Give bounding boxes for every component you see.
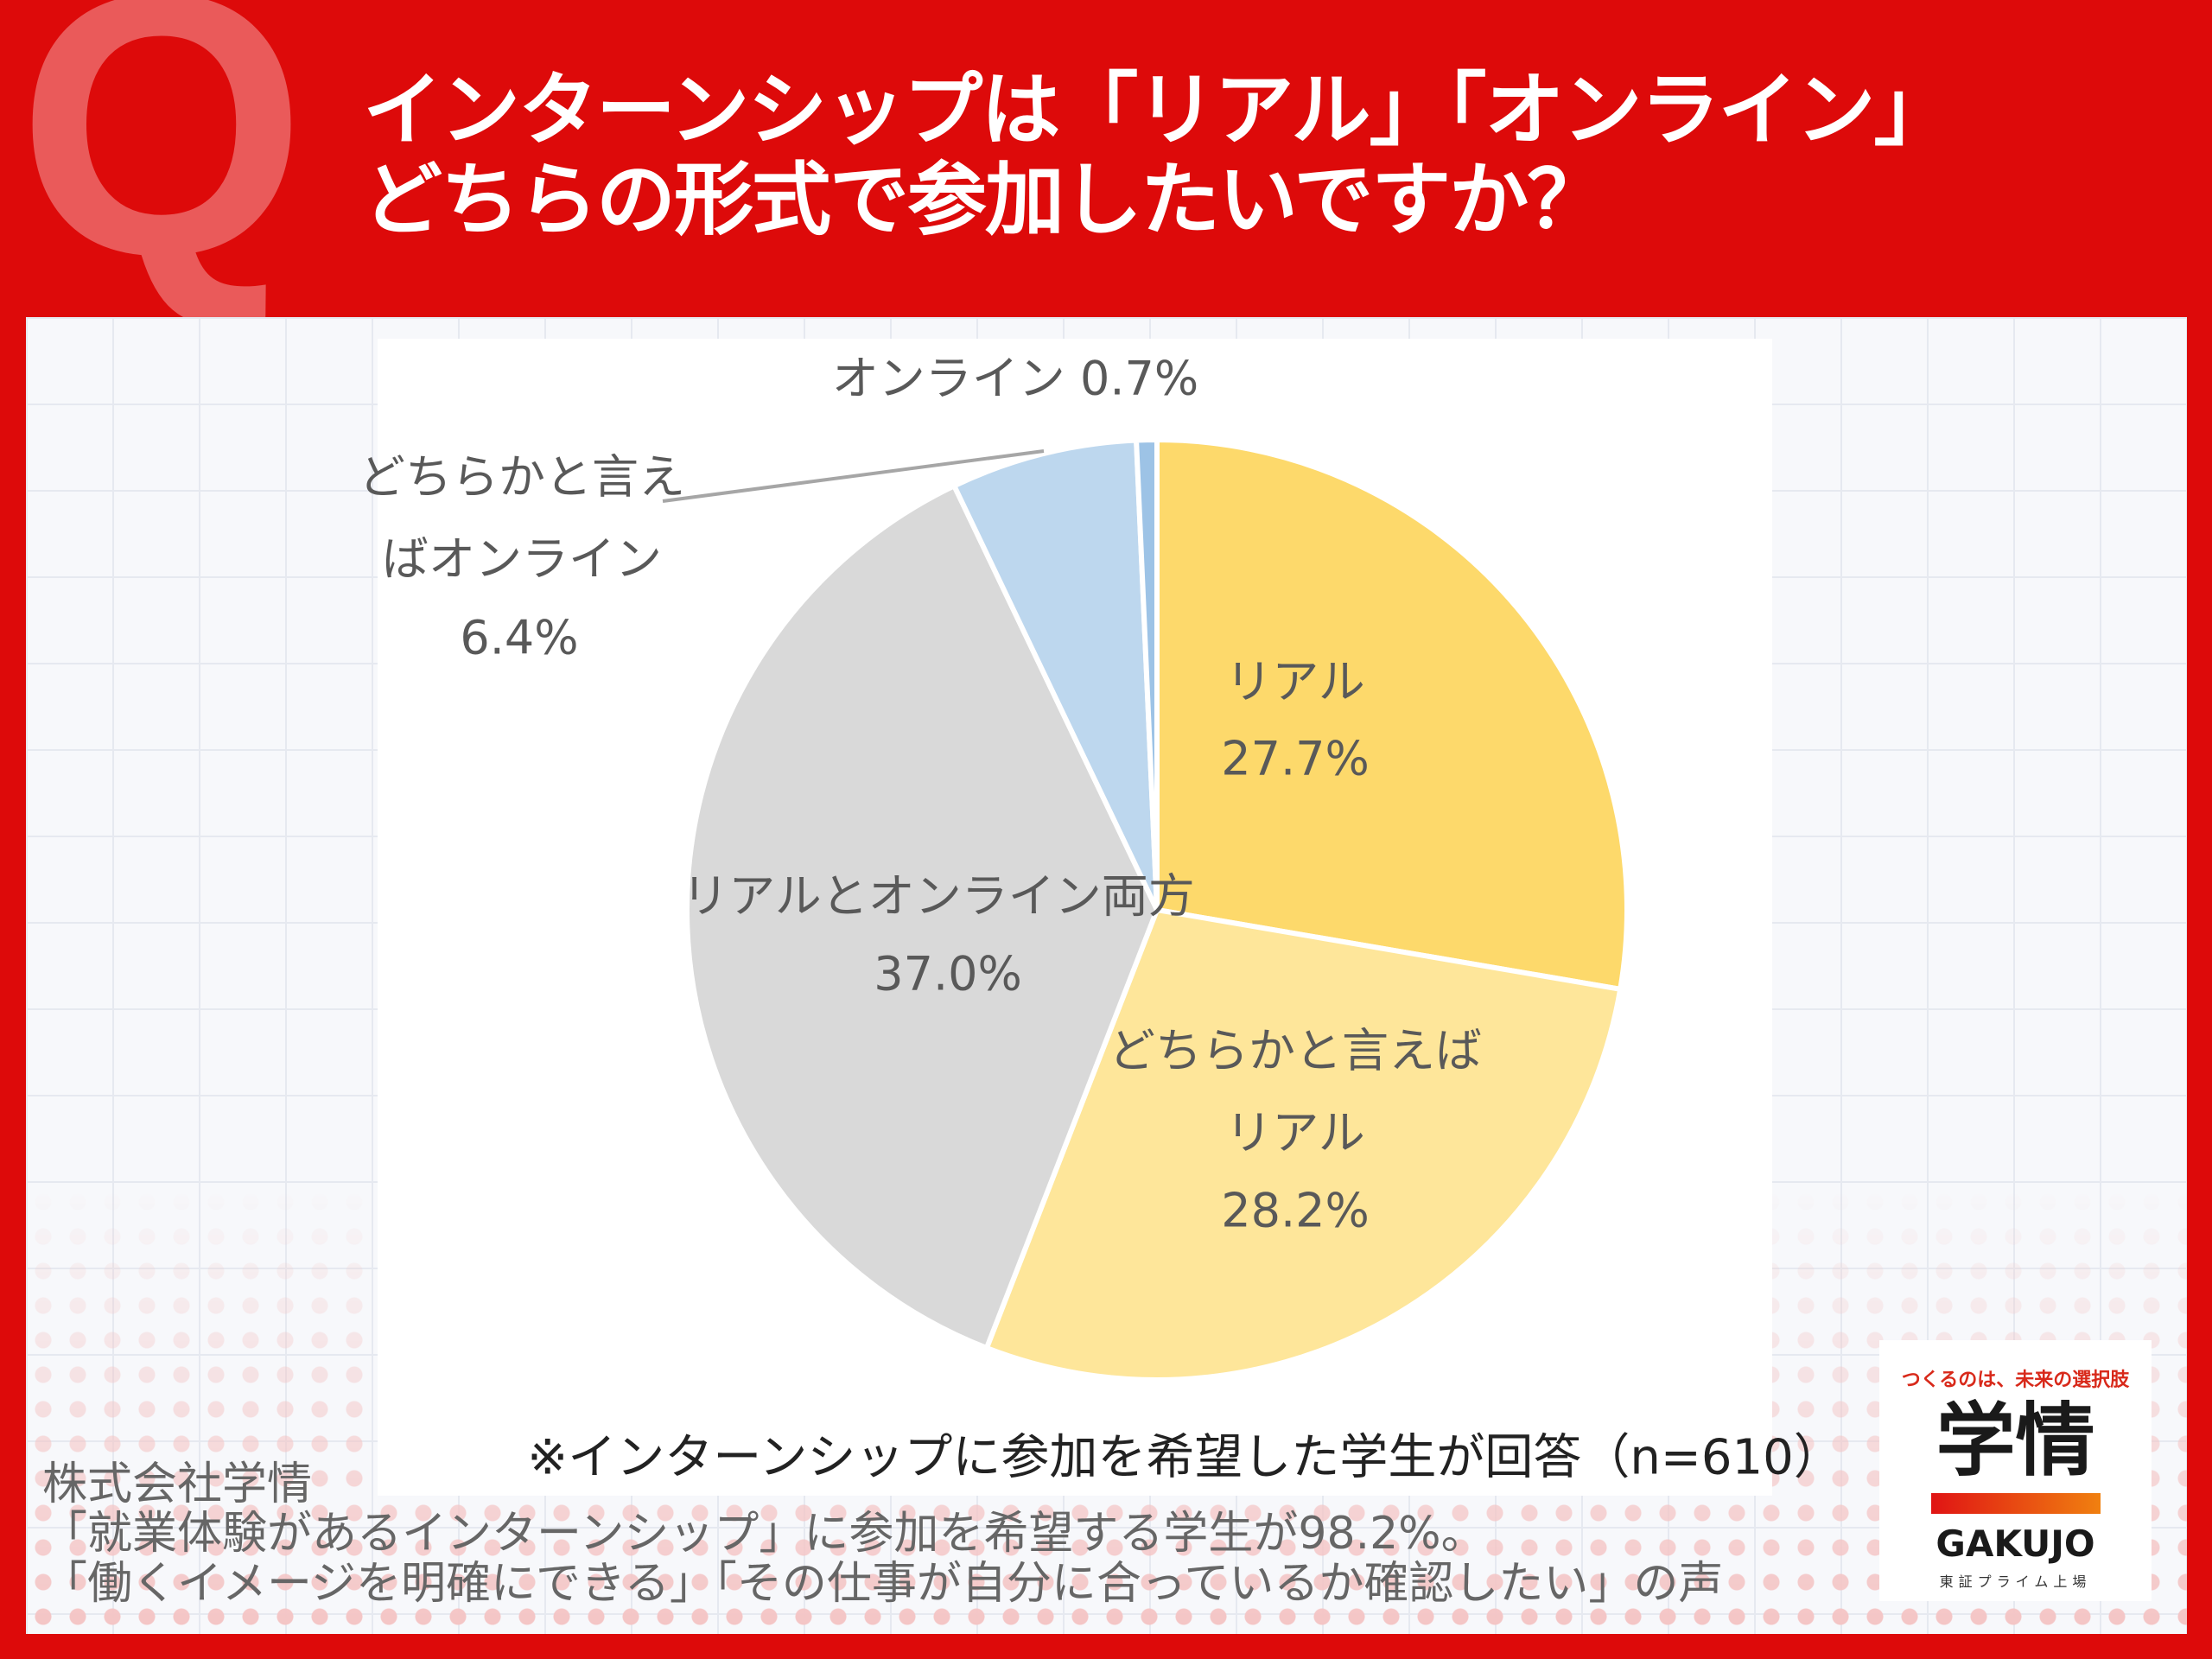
pie-chart-area: リアル 27.7% どちらかと言えば リアル 28.2% リアルとオンライン両方… bbox=[359, 339, 1772, 1496]
value-both: 37.0% bbox=[874, 946, 1022, 1001]
pie-slice-4 bbox=[1133, 436, 1160, 911]
title-line-1: インターンシップは「リアル」「オンライン」 bbox=[363, 64, 1953, 156]
chart-note: ※インターンシップに参加を希望した学生が回答（n=610） bbox=[527, 1429, 1842, 1486]
value-rather-online: 6.4% bbox=[460, 610, 579, 665]
logo-bar bbox=[1930, 1493, 2101, 1515]
title-line-2: どちらの形式で参加したいですか？ bbox=[363, 154, 1606, 246]
header-banner: Q インターンシップは「リアル」「オンライン」 どちらの形式で参加したいですか？ bbox=[0, 0, 2212, 317]
value-real: 27.7% bbox=[1221, 731, 1370, 786]
label-rather-real-1: どちらかと言えば bbox=[1109, 1023, 1482, 1078]
pie-slice-0 bbox=[1154, 436, 1630, 993]
footer-company: 株式会社学情 bbox=[42, 1459, 313, 1510]
pie-chart bbox=[662, 436, 1630, 1382]
footer-line-1: 「就業体験があるインターンシップ」に参加を希望する学生が98.2%。 bbox=[42, 1508, 1486, 1560]
logo-tagline: つくるのは、未来の選択肢 bbox=[1901, 1370, 2130, 1391]
pie-slice-2 bbox=[683, 482, 1160, 1351]
pie-slice-3 bbox=[950, 437, 1160, 912]
pie-slice-1 bbox=[983, 906, 1624, 1382]
value-rather-real: 28.2% bbox=[1221, 1183, 1370, 1238]
logo-sub: 東証プライム上場 bbox=[1939, 1573, 2092, 1591]
leader-line bbox=[662, 449, 1045, 503]
label-online: オンライン 0.7% bbox=[831, 351, 1199, 406]
gakujo-logo: つくるのは、未来の選択肢 学情 GAKUJO 東証プライム上場 bbox=[1879, 1340, 2152, 1601]
label-rather-online-2: ばオンライン bbox=[382, 531, 662, 587]
label-rather-real-2: リアル bbox=[1225, 1105, 1365, 1160]
footer-line-2: 「働くイメージを明確にできる」「その仕事が自分に合っているか確認したい」の声 bbox=[42, 1558, 1724, 1610]
label-real: リアル bbox=[1225, 654, 1365, 709]
logo-name: GAKUJO bbox=[1936, 1522, 2095, 1566]
logo-kanji: 学情 bbox=[1936, 1395, 2095, 1487]
label-rather-online-1: どちらかと言え bbox=[359, 449, 685, 505]
q-mark: Q bbox=[17, 0, 307, 333]
label-both: リアルとオンライン両方 bbox=[682, 868, 1195, 924]
